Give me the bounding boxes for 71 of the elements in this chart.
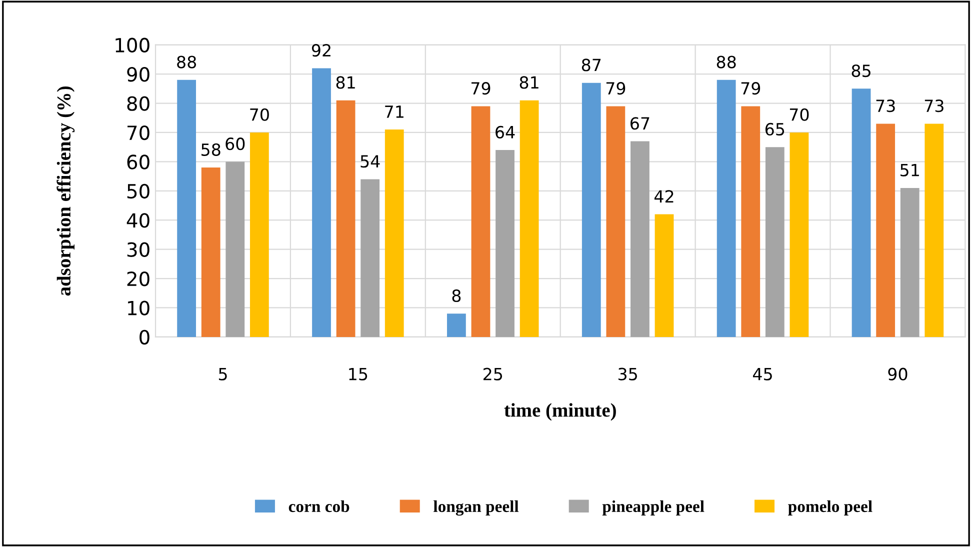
bar bbox=[177, 80, 196, 337]
x-tick-label: 90 bbox=[888, 368, 908, 380]
y-tick-label: 70 bbox=[128, 125, 150, 140]
x-tick-label: 45 bbox=[752, 368, 772, 380]
bar bbox=[447, 314, 466, 337]
x-tick-label: 5 bbox=[218, 368, 227, 380]
bar bbox=[201, 168, 220, 337]
y-tick-label: 90 bbox=[127, 67, 150, 82]
data-label: 8 bbox=[452, 289, 461, 302]
y-tick-label: 0 bbox=[140, 330, 150, 345]
y-axis-title: adsorption efficiency (%) bbox=[56, 86, 75, 296]
data-label: 73 bbox=[924, 100, 944, 112]
bar bbox=[471, 106, 490, 337]
data-label: 85 bbox=[852, 64, 870, 78]
x-tick-label: 35 bbox=[618, 368, 637, 380]
bar bbox=[765, 147, 784, 337]
data-label: 81 bbox=[520, 76, 538, 89]
data-label: 92 bbox=[312, 44, 330, 57]
data-label: 71 bbox=[385, 106, 404, 118]
data-label: 79 bbox=[606, 82, 626, 95]
data-label: 73 bbox=[876, 100, 895, 112]
y-tick-label: 40 bbox=[126, 213, 150, 228]
y-tick-label: 30 bbox=[127, 242, 150, 257]
data-label: 51 bbox=[900, 164, 919, 176]
bar bbox=[790, 132, 809, 337]
legend-label: corn cob bbox=[288, 500, 350, 512]
y-tick-label: 10 bbox=[128, 300, 150, 316]
bar bbox=[852, 88, 871, 337]
data-label: 79 bbox=[741, 82, 760, 95]
x-tick-label: 15 bbox=[349, 368, 368, 380]
data-label: 88 bbox=[177, 56, 196, 68]
bar bbox=[360, 179, 380, 337]
bar bbox=[654, 214, 674, 337]
bar bbox=[520, 100, 539, 337]
legend-label: pomelo peel bbox=[788, 500, 872, 516]
data-label: 60 bbox=[226, 138, 245, 150]
data-label: 88 bbox=[716, 56, 736, 68]
bar bbox=[226, 162, 245, 337]
bar bbox=[384, 130, 404, 337]
data-label: 42 bbox=[654, 190, 674, 202]
bar bbox=[250, 132, 269, 337]
bar bbox=[741, 106, 760, 337]
x-tick-label: 25 bbox=[484, 368, 502, 380]
x-axis-title: time (minute) bbox=[504, 403, 616, 421]
data-label: 79 bbox=[472, 82, 490, 95]
data-label: 70 bbox=[250, 108, 269, 121]
legend-label: pineapple peel bbox=[602, 500, 704, 516]
y-tick-label: 50 bbox=[127, 184, 150, 199]
data-label: 64 bbox=[496, 126, 515, 138]
bar bbox=[876, 124, 896, 337]
y-tick-label: 80 bbox=[127, 96, 150, 111]
legend-label: longan peell bbox=[434, 500, 519, 516]
data-label: 67 bbox=[630, 117, 650, 130]
data-label: 70 bbox=[790, 108, 809, 121]
data-label: 54 bbox=[360, 155, 380, 168]
data-label: 87 bbox=[582, 58, 601, 72]
y-tick-label: 60 bbox=[127, 154, 150, 170]
bar bbox=[924, 124, 944, 337]
bar bbox=[336, 100, 356, 337]
y-tick-label: 20 bbox=[127, 271, 150, 286]
bar bbox=[900, 188, 920, 337]
bar bbox=[496, 150, 514, 337]
data-label: 58 bbox=[202, 143, 220, 156]
bar bbox=[312, 68, 331, 337]
data-label: 81 bbox=[336, 76, 355, 89]
bar bbox=[630, 141, 650, 337]
bar bbox=[582, 82, 601, 337]
bar bbox=[606, 106, 626, 337]
y-tick-label: 100 bbox=[116, 38, 150, 53]
data-label: 65 bbox=[765, 122, 784, 136]
bar bbox=[716, 80, 736, 337]
